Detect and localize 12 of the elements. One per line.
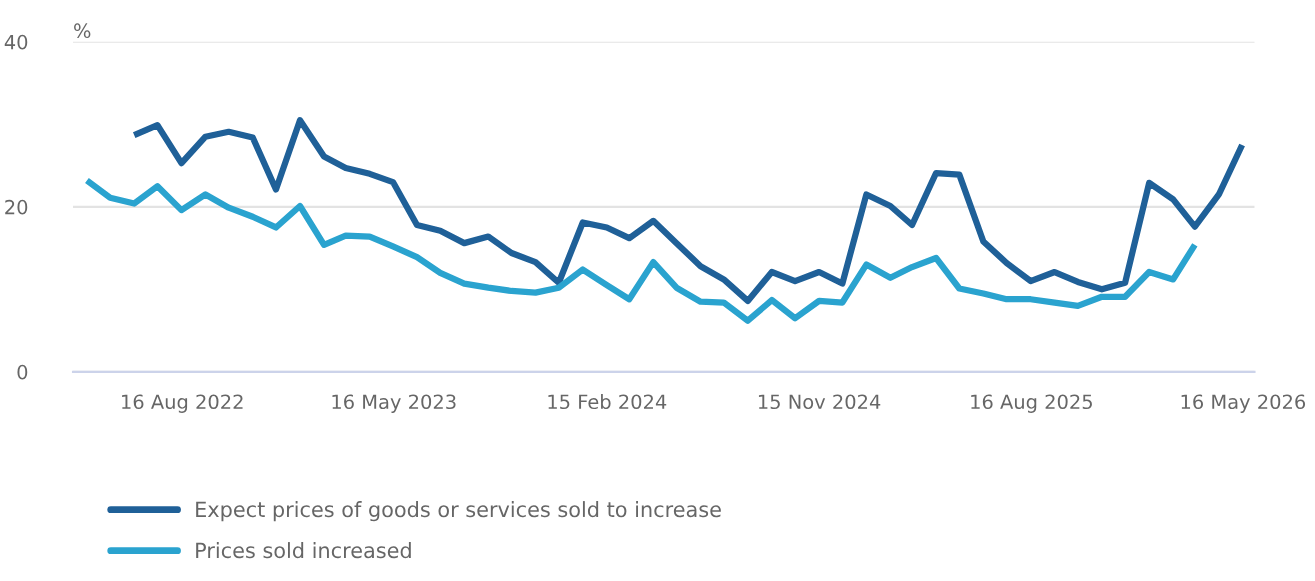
y-axis-title: %	[74, 23, 91, 39]
x-tick-label: 16 Aug 2025	[971, 394, 1092, 413]
x-tick-label: 16 May 2023	[332, 394, 456, 413]
x-tick-label: 15 Feb 2024	[548, 394, 667, 410]
y-tick-label: 40	[4, 34, 28, 50]
x-tick-label: 16 Aug 2022	[122, 394, 243, 413]
y-tick-label: 0	[17, 364, 28, 380]
y-tick-label: 20	[5, 199, 28, 215]
x-tick-label: 15 Nov 2024	[758, 394, 881, 410]
legend-label: Expect prices of goods or services sold to increase	[196, 501, 721, 522]
x-tick-label: 16 May 2026	[1181, 394, 1306, 413]
legend-label: Prices sold increased	[196, 542, 411, 559]
